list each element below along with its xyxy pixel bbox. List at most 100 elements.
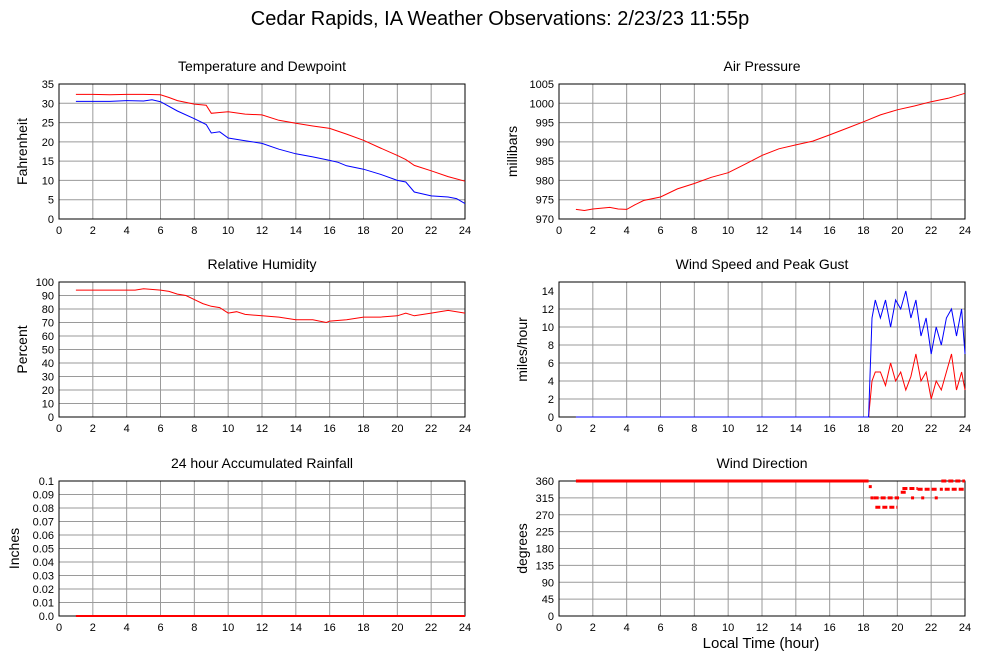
y-tick-label: 2 bbox=[548, 394, 554, 406]
direction-point bbox=[870, 496, 874, 500]
x-tick-label: 0 bbox=[556, 622, 562, 634]
y-tick-label: 990 bbox=[536, 137, 554, 149]
y-tick-label: 980 bbox=[536, 175, 554, 187]
x-tick-label: 12 bbox=[756, 622, 768, 634]
x-tick-label: 8 bbox=[691, 225, 697, 237]
x-tick-label: 8 bbox=[691, 423, 697, 435]
series-line-blue bbox=[75, 99, 466, 205]
direction-point bbox=[939, 487, 943, 491]
x-tick-label: 24 bbox=[959, 423, 971, 435]
y-tick-label: 35 bbox=[42, 79, 54, 91]
x-tick-label: 16 bbox=[824, 225, 836, 237]
y-tick-label: 60 bbox=[42, 331, 54, 343]
x-tick-label: 14 bbox=[790, 423, 802, 435]
y-tick-label: 0.1 bbox=[39, 476, 54, 488]
x-tick-label: 4 bbox=[124, 423, 130, 435]
x-tick-label: 18 bbox=[357, 423, 369, 435]
x-tick-label: 16 bbox=[824, 423, 836, 435]
x-tick-label: 18 bbox=[857, 622, 869, 634]
y-tick-label: 0.0 bbox=[39, 611, 54, 623]
y-tick-label: 0 bbox=[48, 412, 54, 424]
x-tick-label: 18 bbox=[857, 423, 869, 435]
x-tick-label: 2 bbox=[590, 622, 596, 634]
y-tick-label: 8 bbox=[548, 340, 554, 352]
y-tick-label: 5 bbox=[48, 195, 54, 207]
x-tick-label: 6 bbox=[657, 225, 663, 237]
y-tick-label: 12 bbox=[542, 304, 554, 316]
x-tick-label: 16 bbox=[324, 225, 336, 237]
direction-point bbox=[921, 496, 925, 500]
y-tick-label: 4 bbox=[548, 376, 554, 388]
y-tick-label: 0.07 bbox=[33, 517, 54, 529]
y-tick-label: 100 bbox=[36, 277, 54, 289]
x-tick-label: 22 bbox=[425, 423, 437, 435]
y-tick-label: 50 bbox=[42, 345, 54, 357]
x-tick-label: 20 bbox=[391, 423, 403, 435]
x-tick-label: 20 bbox=[891, 423, 903, 435]
y-tick-label: 970 bbox=[536, 214, 554, 226]
x-tick-label: 0 bbox=[56, 423, 62, 435]
x-tick-label: 14 bbox=[290, 423, 302, 435]
y-tick-label: 20 bbox=[42, 137, 54, 149]
y-tick-label: 10 bbox=[542, 322, 554, 334]
y-axis-label: millibars bbox=[504, 126, 520, 177]
x-tick-label: 16 bbox=[824, 622, 836, 634]
x-tick-label: 14 bbox=[290, 225, 302, 237]
page-title: Cedar Rapids, IA Weather Observations: 2… bbox=[250, 8, 750, 30]
x-tick-label: 16 bbox=[324, 423, 336, 435]
y-tick-label: 70 bbox=[42, 318, 54, 330]
x-tick-label: 6 bbox=[657, 622, 663, 634]
x-tick-label: 8 bbox=[191, 225, 197, 237]
x-axis-label: Local Time (hour) bbox=[702, 635, 820, 652]
y-tick-label: 30 bbox=[42, 372, 54, 384]
x-tick-label: 24 bbox=[459, 622, 471, 634]
chart-title: Air Pressure bbox=[723, 58, 800, 74]
x-tick-label: 20 bbox=[391, 225, 403, 237]
y-axis-label: Inches bbox=[6, 528, 22, 569]
y-tick-label: 0 bbox=[548, 611, 554, 623]
x-tick-label: 12 bbox=[756, 225, 768, 237]
y-tick-label: 30 bbox=[42, 98, 54, 110]
x-tick-label: 4 bbox=[624, 423, 630, 435]
x-tick-label: 12 bbox=[256, 423, 268, 435]
y-tick-label: 0 bbox=[548, 412, 554, 424]
plot-frame bbox=[58, 83, 466, 220]
plot-frame bbox=[58, 281, 466, 418]
chart-title: Relative Humidity bbox=[208, 256, 317, 272]
y-tick-label: 20 bbox=[42, 385, 54, 397]
x-tick-label: 6 bbox=[157, 622, 163, 634]
x-tick-label: 24 bbox=[959, 622, 971, 634]
x-tick-label: 10 bbox=[222, 423, 234, 435]
x-tick-label: 22 bbox=[425, 225, 437, 237]
y-axis-label: Fahrenheit bbox=[14, 118, 30, 185]
x-tick-label: 18 bbox=[857, 225, 869, 237]
series-line-red bbox=[575, 92, 966, 212]
chart-title: Temperature and Dewpoint bbox=[178, 58, 346, 74]
y-tick-label: 0.08 bbox=[33, 503, 54, 515]
direction-point bbox=[868, 485, 872, 489]
y-tick-label: 225 bbox=[536, 527, 554, 539]
x-tick-label: 10 bbox=[722, 225, 734, 237]
y-tick-label: 0.09 bbox=[33, 490, 54, 502]
y-tick-label: 0.06 bbox=[33, 530, 54, 542]
x-tick-label: 8 bbox=[191, 423, 197, 435]
x-tick-label: 12 bbox=[256, 225, 268, 237]
y-tick-label: 0.03 bbox=[33, 571, 54, 583]
x-tick-label: 20 bbox=[891, 225, 903, 237]
y-tick-label: 10 bbox=[42, 399, 54, 411]
x-tick-label: 8 bbox=[191, 622, 197, 634]
y-tick-label: 25 bbox=[42, 118, 54, 130]
x-tick-label: 12 bbox=[756, 423, 768, 435]
y-tick-label: 1005 bbox=[530, 79, 554, 91]
y-tick-label: 0.02 bbox=[33, 584, 54, 596]
x-tick-label: 14 bbox=[290, 622, 302, 634]
x-tick-label: 18 bbox=[357, 225, 369, 237]
x-tick-label: 14 bbox=[790, 225, 802, 237]
chart-title: Wind Direction bbox=[716, 455, 807, 471]
x-tick-label: 12 bbox=[256, 622, 268, 634]
